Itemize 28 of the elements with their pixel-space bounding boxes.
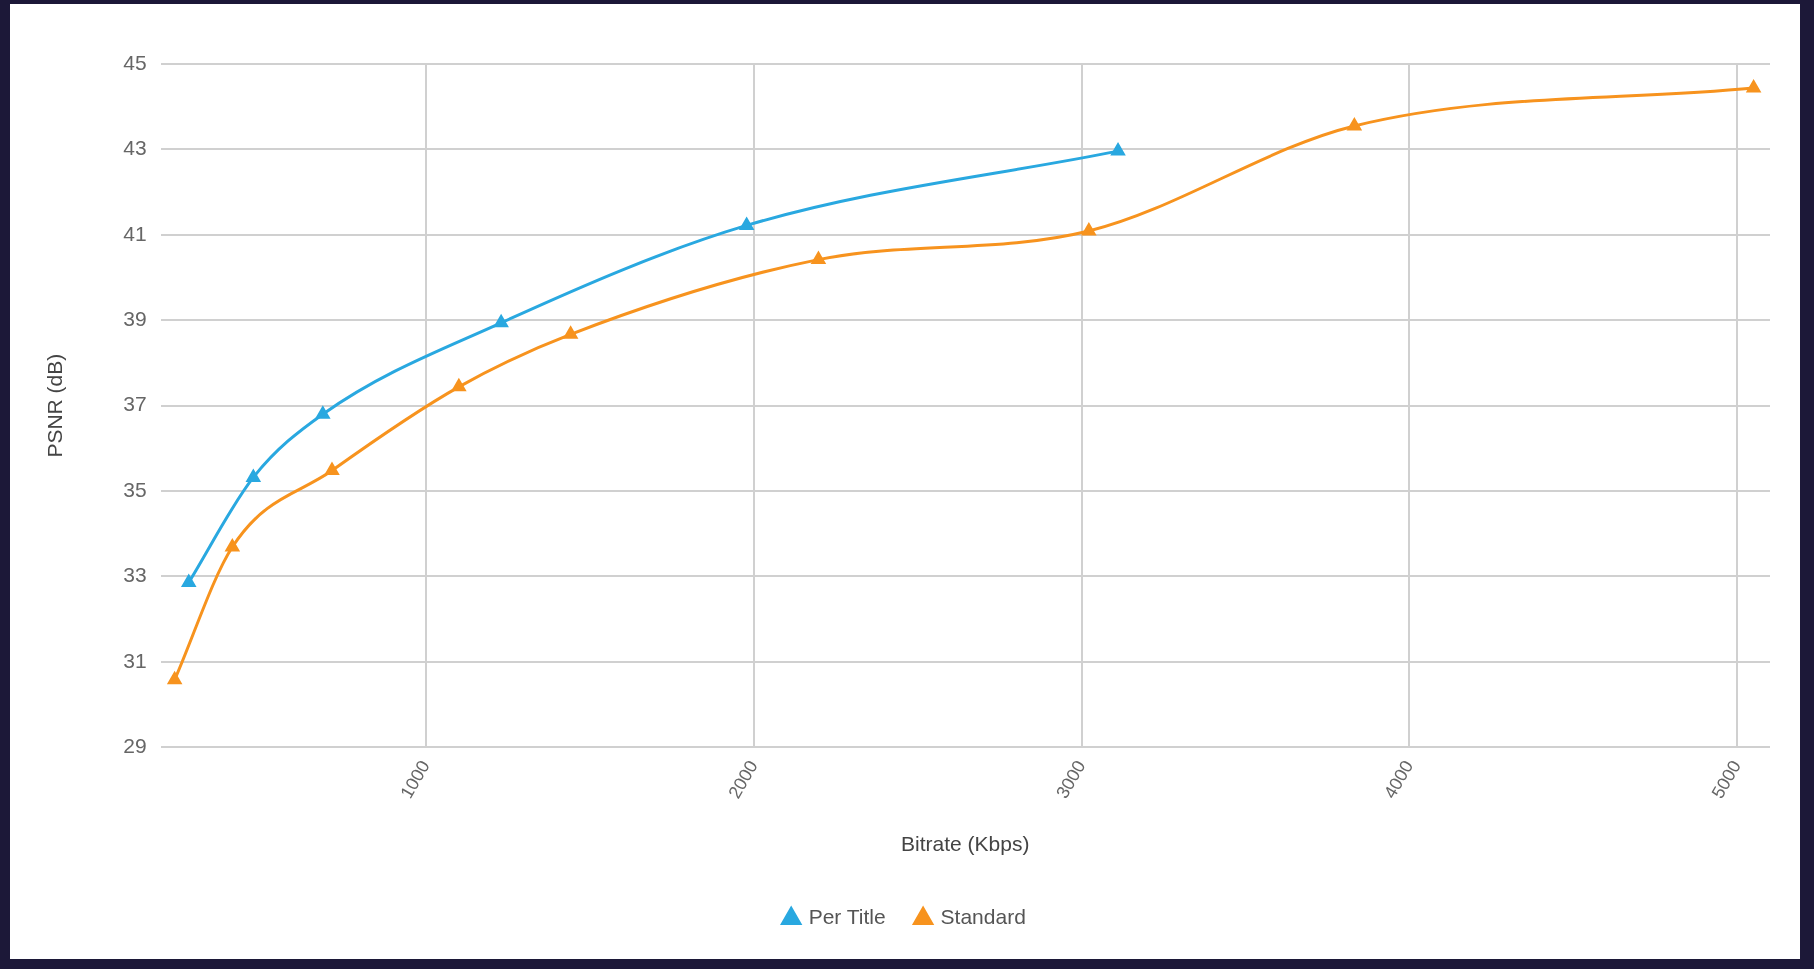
point — [1746, 80, 1761, 93]
legend-label: Standard — [940, 905, 1026, 929]
point — [1082, 223, 1096, 236]
y-tick-label: 41 — [123, 221, 147, 245]
x-axis-title: Bitrate (Kbps) — [901, 832, 1030, 856]
point — [811, 252, 826, 265]
point — [563, 326, 578, 339]
point — [739, 217, 754, 230]
y-tick-label: 43 — [123, 136, 147, 160]
point — [225, 539, 240, 552]
point — [1111, 143, 1125, 156]
y-tick-label: 39 — [123, 307, 147, 331]
y-tick-label: 33 — [123, 563, 147, 587]
y-tick-label: 35 — [123, 477, 147, 501]
y-tick-label: 29 — [123, 734, 147, 758]
point — [325, 463, 339, 476]
y-axis-title: PSNR (dB) — [43, 353, 67, 458]
point — [316, 406, 330, 419]
point — [182, 574, 196, 587]
point — [1347, 118, 1362, 131]
point — [494, 315, 508, 328]
y-tick-label: 37 — [123, 392, 147, 416]
point — [167, 672, 182, 685]
legend-label: Per Title — [808, 905, 886, 929]
point — [452, 379, 466, 392]
y-tick-label: 45 — [123, 50, 147, 74]
point — [246, 469, 261, 482]
y-tick-label: 31 — [123, 648, 147, 672]
